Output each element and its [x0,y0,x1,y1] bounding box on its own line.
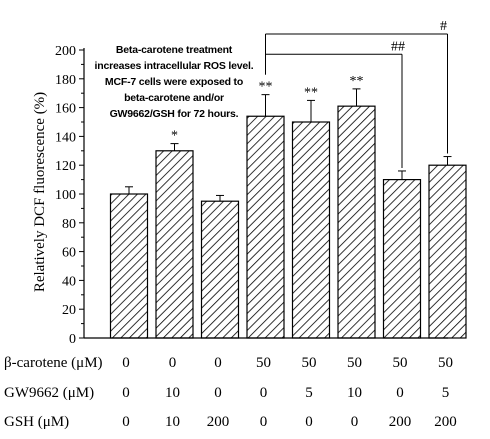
bar-2 [155,150,194,339]
condition-value-2-5: 5 [305,385,313,401]
condition-value-3-4: 0 [260,414,268,430]
y-tick-label-20: 20 [62,303,76,318]
y-tick-label-180: 180 [55,73,76,88]
condition-value-1-3: 0 [214,355,222,371]
y-tick-label-0: 0 [69,332,76,347]
bar-5 [291,121,331,339]
y-tick-label-80: 80 [62,217,76,232]
condition-value-1-1: 0 [122,355,130,371]
bar-3 [200,200,240,339]
condition-value-1-8: 50 [438,355,453,371]
condition-value-3-5: 0 [305,414,313,430]
chart-annotation: Beta-carotene treatment increases intrac… [94,44,254,120]
y-tick-label-60: 60 [62,246,76,261]
bar-1 [109,193,149,339]
condition-value-3-7: 200 [389,414,412,430]
y-tick-label-160: 160 [55,102,76,117]
significance-label-2: * [171,129,178,144]
bar-8 [428,164,467,339]
condition-value-2-3: 0 [214,385,222,401]
y-axis-label: Relatively DCF fluorescence (%) [32,92,48,292]
condition-value-1-6: 50 [347,355,362,371]
condition-value-1-4: 50 [256,355,271,371]
condition-value-2-2: 10 [165,385,180,401]
y-tick-label-100: 100 [55,188,76,203]
y-tick-label-200: 200 [55,44,76,59]
significance-label-5: ** [304,85,318,100]
significance-label-6: ** [350,74,364,89]
significance-label-4: ** [259,80,273,95]
condition-value-1-5: 50 [302,355,317,371]
condition-value-3-1: 0 [122,414,130,430]
condition-label-3: GSH (μM) [4,414,69,430]
condition-value-2-8: 5 [442,385,450,401]
condition-label-2: GW9662 (μM) [4,385,94,401]
condition-value-3-6: 0 [351,414,359,430]
condition-value-2-1: 0 [122,385,130,401]
y-tick-label-120: 120 [55,159,76,174]
bracket-label-2: # [440,19,447,34]
bar-7 [382,179,422,339]
y-tick-label-40: 40 [62,274,76,289]
condition-value-3-2: 10 [165,414,180,430]
bar-4 [246,115,285,339]
condition-value-2-4: 0 [260,385,268,401]
condition-value-2-6: 10 [347,385,362,401]
condition-value-1-7: 50 [393,355,408,371]
condition-value-3-3: 200 [207,414,230,430]
condition-label-1: β-carotene (μM) [4,355,103,371]
bracket-label-1: ## [391,39,405,54]
condition-value-1-2: 0 [169,355,177,371]
bar-6 [337,105,376,339]
y-tick-label-140: 140 [55,130,76,145]
condition-value-3-8: 200 [434,414,457,430]
condition-value-2-7: 0 [396,385,404,401]
